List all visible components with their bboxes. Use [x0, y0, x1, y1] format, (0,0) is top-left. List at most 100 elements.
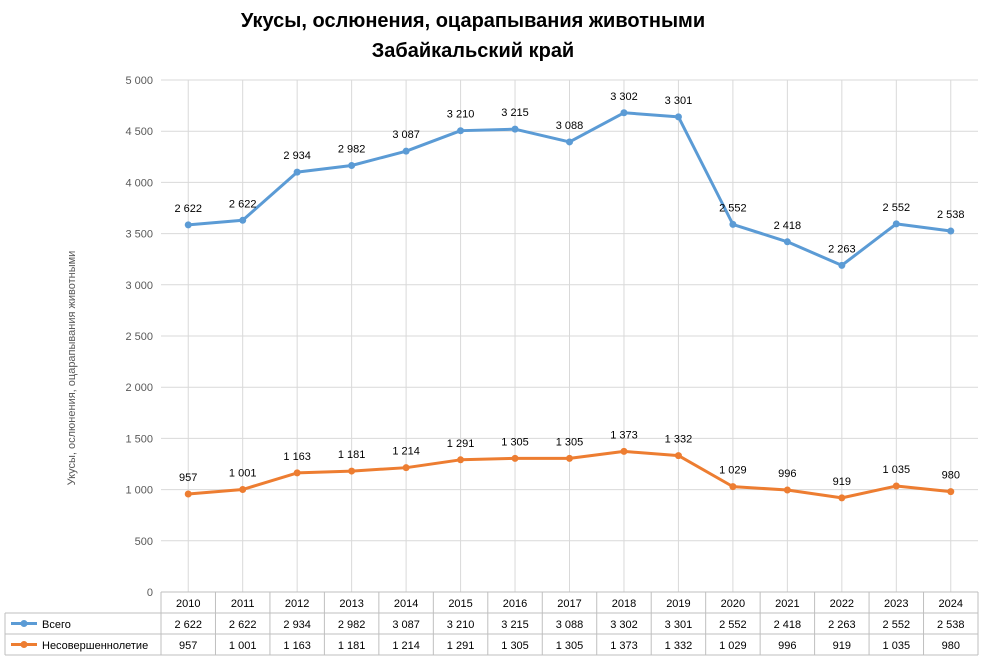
data-point — [674, 452, 682, 460]
y-tick-label: 1 000 — [125, 485, 153, 497]
table-cell: 957 — [179, 640, 197, 652]
y-tick-label: 500 — [135, 536, 153, 548]
data-label: 1 029 — [719, 465, 747, 477]
table-cell: 3 302 — [610, 619, 638, 631]
table-cell: 996 — [778, 640, 796, 652]
data-point — [348, 162, 356, 170]
data-point — [620, 109, 628, 117]
x-category-label: 2017 — [557, 598, 581, 610]
x-category-label: 2020 — [721, 598, 745, 610]
data-label: 1 163 — [283, 451, 311, 463]
table-cell: 2 934 — [283, 619, 311, 631]
x-category-label: 2012 — [285, 598, 309, 610]
x-category-label: 2022 — [830, 598, 854, 610]
data-point — [783, 486, 791, 494]
data-point — [184, 221, 192, 229]
y-tick-label: 2 000 — [125, 382, 153, 394]
legend-marker — [20, 620, 28, 627]
data-label: 1 291 — [447, 438, 475, 450]
data-point — [947, 488, 955, 496]
y-tick-label: 4 000 — [125, 177, 153, 189]
data-label: 3 087 — [392, 129, 420, 141]
data-point — [239, 485, 247, 493]
table-cell: 1 305 — [501, 640, 529, 652]
data-point — [402, 464, 410, 472]
data-label: 996 — [778, 468, 796, 480]
legend-entry: Несовершеннолетие — [11, 640, 148, 652]
data-label: 1 332 — [665, 434, 693, 446]
data-point — [511, 454, 519, 462]
data-label: 2 418 — [774, 220, 802, 232]
table-cell: 1 332 — [665, 640, 693, 652]
x-category-label: 2018 — [612, 598, 636, 610]
data-point — [348, 467, 356, 475]
data-label: 3 215 — [501, 107, 529, 119]
data-label: 1 373 — [610, 429, 638, 441]
data-point — [838, 494, 846, 502]
data-point — [566, 138, 573, 146]
data-point — [892, 220, 900, 228]
data-point — [511, 125, 519, 133]
data-label: 957 — [179, 472, 197, 484]
x-category-label: 2019 — [666, 598, 690, 610]
legend-marker — [20, 641, 28, 648]
data-point — [566, 454, 573, 462]
x-category-label: 2015 — [448, 598, 472, 610]
table-cell: 3 301 — [665, 619, 693, 631]
chart-title-line-1: Укусы, ослюнения, оцарапывания животными — [241, 10, 705, 32]
x-category-label: 2021 — [775, 598, 799, 610]
series-minors: 957 1 001 1 163 1 181 1 214 1 291 1 305 1 305 1 … — [179, 429, 960, 502]
data-label: 2 552 — [719, 202, 747, 214]
y-tick-label: 2 500 — [125, 331, 153, 343]
legend-entry: Всего — [11, 619, 71, 631]
data-label: 1 001 — [229, 467, 257, 479]
table-cell: 1 029 — [719, 640, 747, 652]
chart-title-line-2: Забайкальский край — [372, 40, 574, 62]
table-cell: 3 210 — [447, 619, 475, 631]
x-category-label: 2023 — [884, 598, 908, 610]
legend-label: Несовершеннолетие — [42, 640, 148, 652]
data-label: 2 934 — [283, 150, 311, 162]
x-category-label: 2016 — [503, 598, 527, 610]
y-axis-label: Укусы, ослюнения, оцарапывания животными — [66, 251, 78, 486]
table-cell: 1 291 — [447, 640, 475, 652]
data-point — [402, 147, 410, 155]
y-tick-label: 0 — [147, 587, 153, 599]
table-cell: 1 373 — [610, 640, 638, 652]
y-tick-label: 5 000 — [125, 75, 153, 87]
table-cell: 1 214 — [392, 640, 420, 652]
data-point — [783, 238, 791, 246]
data-label: 1 181 — [338, 449, 366, 461]
table-cell: 3 215 — [501, 619, 529, 631]
table-cell: 2 622 — [174, 619, 202, 631]
data-point — [293, 168, 301, 176]
table-cell: 1 001 — [229, 640, 257, 652]
y-axis-ticks: 0 500 1 000 1 500 2 000 2 500 3 000 3 500 4 000 4… — [125, 75, 153, 599]
data-label: 1 214 — [392, 446, 420, 458]
data-point — [947, 227, 955, 235]
gridlines — [161, 79, 978, 593]
table-cell: 1 163 — [283, 640, 311, 652]
y-tick-label: 3 500 — [125, 229, 153, 241]
data-label: 3 088 — [556, 120, 584, 132]
legend-label: Всего — [42, 619, 71, 631]
data-label: 1 035 — [883, 464, 911, 476]
data-label: 3 301 — [665, 95, 693, 107]
table-cell: 2 982 — [338, 619, 366, 631]
table-cell: 2 552 — [719, 619, 747, 631]
data-label: 3 210 — [447, 109, 475, 121]
data-table: 2010 2011 2012 2013 2014 2015 2016 2017 2018 2019… — [4, 591, 979, 656]
table-cell: 3 087 — [392, 619, 420, 631]
data-point — [729, 220, 737, 228]
data-point — [892, 482, 900, 490]
table-cell: 919 — [833, 640, 851, 652]
data-point — [457, 127, 465, 135]
table-cell: 2 418 — [774, 619, 802, 631]
x-category-label: 2013 — [339, 598, 363, 610]
x-category-label: 2010 — [176, 598, 200, 610]
data-point — [674, 113, 682, 121]
series-lines: 2 622 2 622 2 934 2 982 3 087 3 210 3 215 3 088… — [174, 91, 965, 502]
data-point — [838, 261, 846, 269]
data-point — [239, 216, 247, 224]
